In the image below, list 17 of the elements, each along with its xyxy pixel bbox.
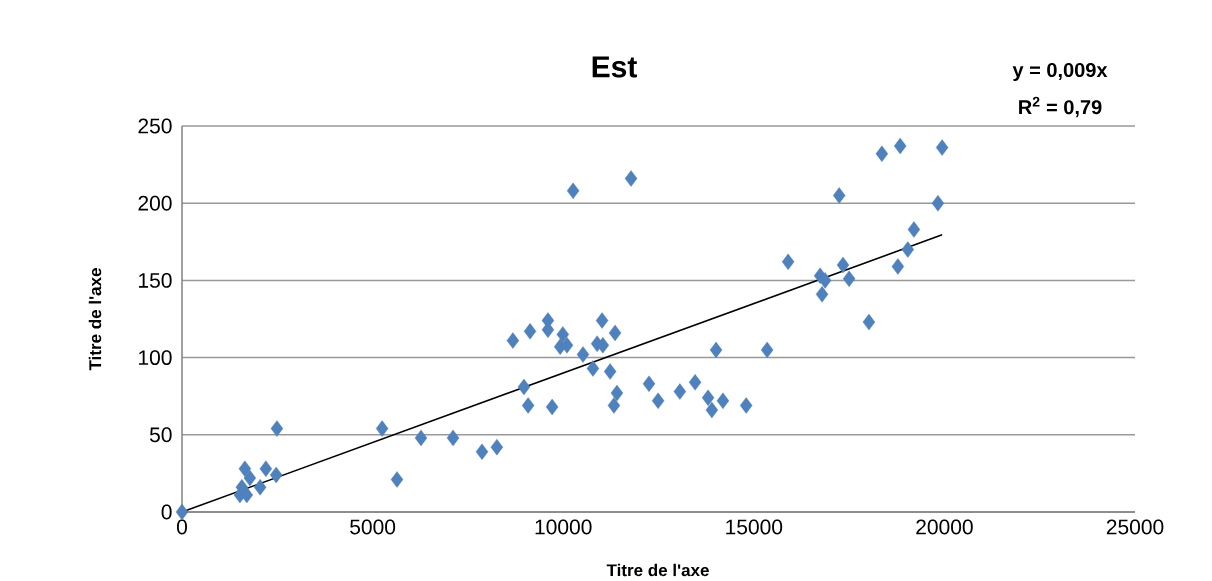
y-tick-label: 100 bbox=[139, 350, 172, 366]
y-tick-label: 50 bbox=[149, 427, 172, 443]
text: y = 0,009x bbox=[1012, 62, 1108, 82]
x-tick-label: 25000 bbox=[1106, 519, 1164, 535]
y-tick-label: 250 bbox=[138, 118, 172, 134]
x-axis-title: Titre de l'axe bbox=[606, 563, 709, 577]
chart-title: Est bbox=[592, 56, 637, 78]
text: R$^{2}$ = 0,79 bbox=[1019, 96, 1102, 118]
x-tick-label: 10000 bbox=[535, 519, 592, 535]
x-tick-label: 20000 bbox=[916, 519, 973, 535]
y-tick-label: 200 bbox=[138, 195, 172, 211]
x-tick-label: 5000 bbox=[350, 519, 396, 535]
y-axis-title: Titre de l'axe bbox=[88, 268, 102, 371]
x-tick-label: 0 bbox=[176, 519, 188, 535]
x-tick-label: 15000 bbox=[726, 519, 783, 535]
y-tick-label: 150 bbox=[139, 272, 172, 288]
y-tick-label: 0 bbox=[161, 504, 172, 520]
